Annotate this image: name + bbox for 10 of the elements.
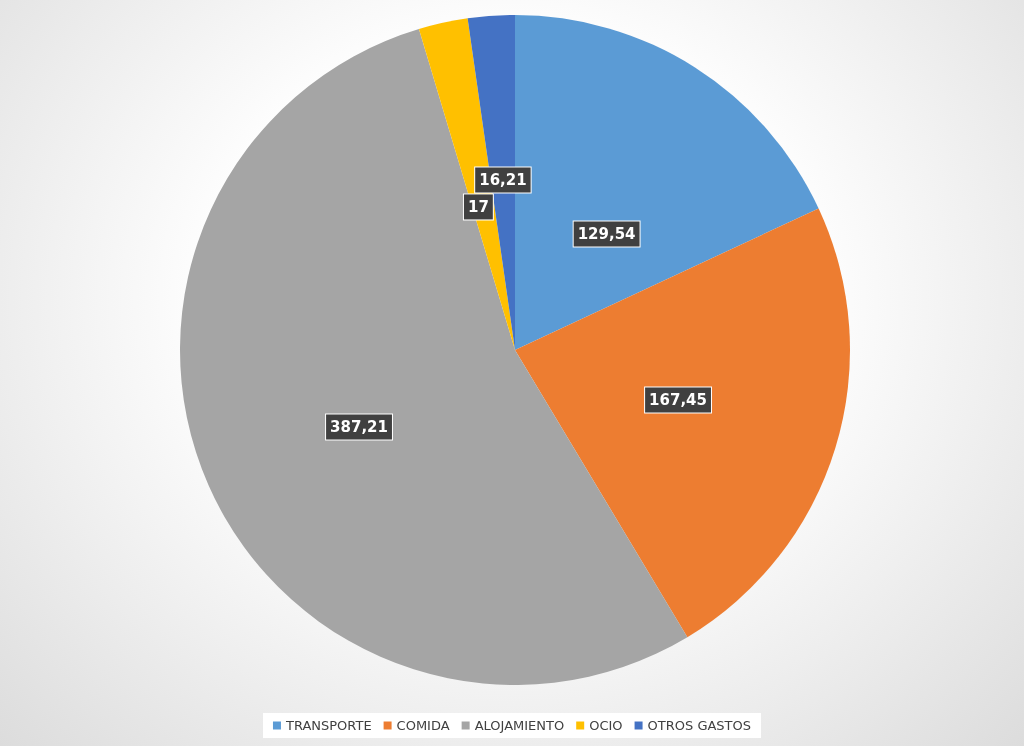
data-label: 387,21 — [330, 417, 388, 436]
data-label: 167,45 — [649, 390, 707, 409]
legend-label: OCIO — [589, 718, 623, 733]
legend-label: COMIDA — [396, 718, 450, 733]
data-label: 16,21 — [479, 170, 527, 189]
legend-label: TRANSPORTE — [284, 718, 372, 733]
legend-label: OTROS GASTOS — [647, 718, 752, 733]
data-label: 17 — [467, 197, 489, 216]
data-label: 129,54 — [577, 224, 636, 243]
legend-label: ALOJAMIENTO — [474, 718, 565, 733]
